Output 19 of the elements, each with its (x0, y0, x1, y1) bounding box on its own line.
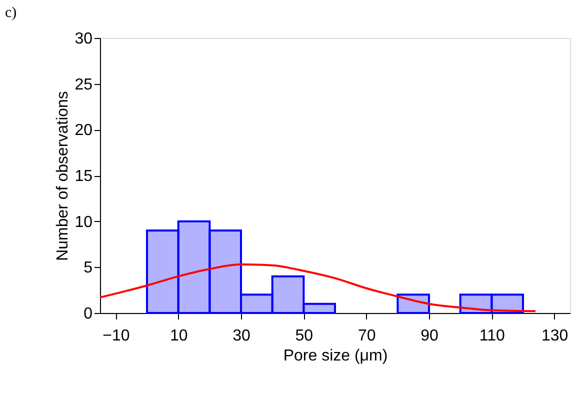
y-tick-label: 5 (84, 260, 93, 277)
y-axis-title: Number of observations (54, 91, 72, 261)
y-tick-label: 0 (84, 306, 93, 322)
x-tick-label: 90 (420, 328, 438, 344)
x-tick-label: 110 (479, 328, 506, 344)
x-tick-label: 10 (170, 328, 188, 344)
x-tick-label: 50 (295, 328, 314, 344)
x-tick-label: −10 (102, 328, 130, 344)
x-tick-label: 130 (541, 328, 568, 344)
x-tick-label: 70 (358, 328, 376, 344)
x-axis-title: Pore size (μm) (283, 348, 388, 364)
line-series (99, 263, 537, 312)
chart-title: c) (5, 5, 17, 21)
x-tick-label: 30 (232, 328, 250, 344)
y-tick-label: 25 (74, 76, 93, 94)
y-tick-label: 10 (74, 214, 93, 231)
y-tick-label: 20 (74, 122, 93, 140)
y-tick-label: 15 (74, 168, 93, 185)
y-tick-label: 30 (74, 30, 93, 48)
